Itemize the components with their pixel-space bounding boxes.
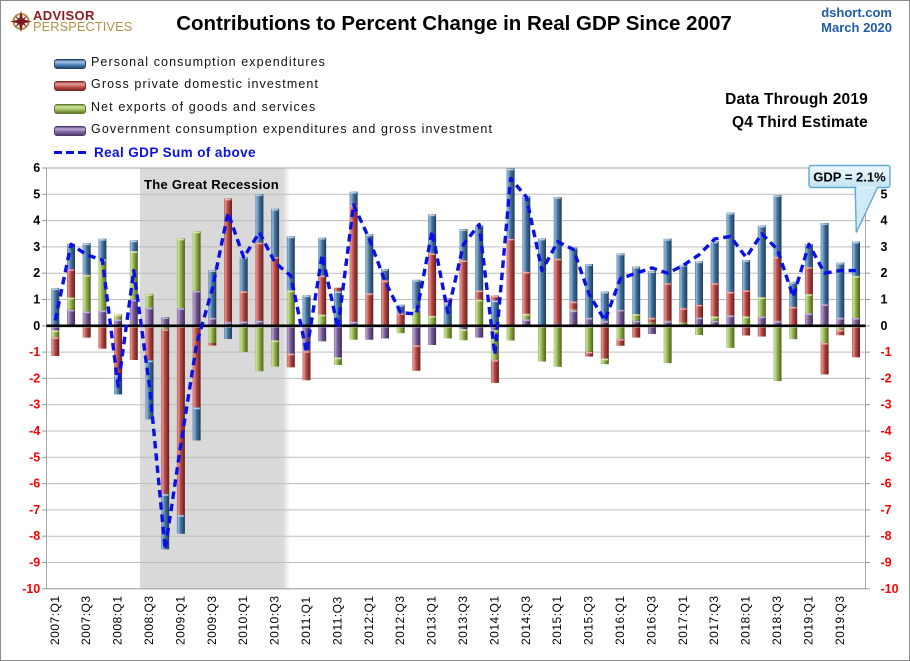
svg-text:2017:Q3: 2017:Q3	[707, 595, 721, 645]
svg-text:2: 2	[33, 266, 40, 280]
svg-text:-8: -8	[881, 529, 892, 543]
svg-text:2016:Q3: 2016:Q3	[644, 595, 658, 645]
svg-text:-6: -6	[881, 477, 892, 491]
svg-text:2011:Q1: 2011:Q1	[299, 596, 313, 645]
svg-text:2013:Q1: 2013:Q1	[425, 595, 439, 645]
svg-text:2012:Q3: 2012:Q3	[393, 595, 407, 645]
svg-text:-5: -5	[29, 450, 40, 464]
svg-text:2007:Q1: 2007:Q1	[48, 595, 62, 645]
svg-text:3: 3	[33, 240, 40, 254]
svg-text:2013:Q3: 2013:Q3	[456, 595, 470, 645]
svg-text:2010:Q3: 2010:Q3	[268, 595, 282, 645]
svg-text:-2: -2	[29, 371, 40, 385]
svg-text:-10: -10	[22, 582, 40, 596]
svg-text:-9: -9	[881, 556, 892, 570]
svg-text:-3: -3	[881, 398, 892, 412]
svg-text:2019:Q3: 2019:Q3	[833, 595, 847, 645]
svg-text:5: 5	[33, 187, 40, 201]
svg-text:2: 2	[881, 266, 888, 280]
svg-text:-6: -6	[29, 477, 40, 491]
svg-text:4: 4	[881, 214, 888, 228]
svg-text:2015:Q1: 2015:Q1	[550, 595, 564, 645]
svg-text:2008:Q1: 2008:Q1	[111, 595, 125, 645]
svg-text:2011:Q3: 2011:Q3	[330, 596, 344, 645]
svg-text:2007:Q3: 2007:Q3	[79, 595, 93, 645]
svg-text:3: 3	[881, 240, 888, 254]
svg-text:2019:Q1: 2019:Q1	[801, 595, 815, 645]
svg-text:-3: -3	[29, 398, 40, 412]
svg-text:2009:Q3: 2009:Q3	[205, 595, 219, 645]
svg-text:6: 6	[33, 161, 40, 175]
svg-text:2010:Q1: 2010:Q1	[236, 595, 250, 645]
svg-text:1: 1	[33, 293, 40, 307]
svg-text:2012:Q1: 2012:Q1	[362, 595, 376, 645]
svg-text:-7: -7	[29, 503, 40, 517]
svg-text:5: 5	[881, 187, 888, 201]
svg-text:-8: -8	[29, 529, 40, 543]
svg-text:-1: -1	[881, 345, 892, 359]
svg-text:-4: -4	[29, 424, 40, 438]
svg-text:0: 0	[33, 319, 40, 333]
svg-text:2009:Q1: 2009:Q1	[173, 595, 187, 645]
svg-text:2017:Q1: 2017:Q1	[676, 595, 690, 645]
svg-text:4: 4	[33, 214, 40, 228]
svg-text:2015:Q3: 2015:Q3	[582, 595, 596, 645]
svg-text:2018:Q3: 2018:Q3	[770, 595, 784, 645]
svg-text:-7: -7	[881, 503, 892, 517]
svg-text:-9: -9	[29, 556, 40, 570]
svg-text:-4: -4	[881, 424, 892, 438]
svg-text:2014:Q1: 2014:Q1	[487, 595, 501, 645]
svg-text:GDP = 2.1%: GDP = 2.1%	[813, 170, 886, 185]
svg-text:-10: -10	[881, 582, 899, 596]
svg-text:2008:Q3: 2008:Q3	[142, 595, 156, 645]
svg-text:2014:Q3: 2014:Q3	[519, 595, 533, 645]
svg-text:2016:Q1: 2016:Q1	[613, 595, 627, 645]
svg-text:-1: -1	[29, 345, 40, 359]
svg-text:0: 0	[881, 319, 888, 333]
svg-text:-5: -5	[881, 450, 892, 464]
svg-text:1: 1	[881, 293, 888, 307]
svg-text:-2: -2	[881, 371, 892, 385]
svg-text:2018:Q1: 2018:Q1	[739, 595, 753, 645]
